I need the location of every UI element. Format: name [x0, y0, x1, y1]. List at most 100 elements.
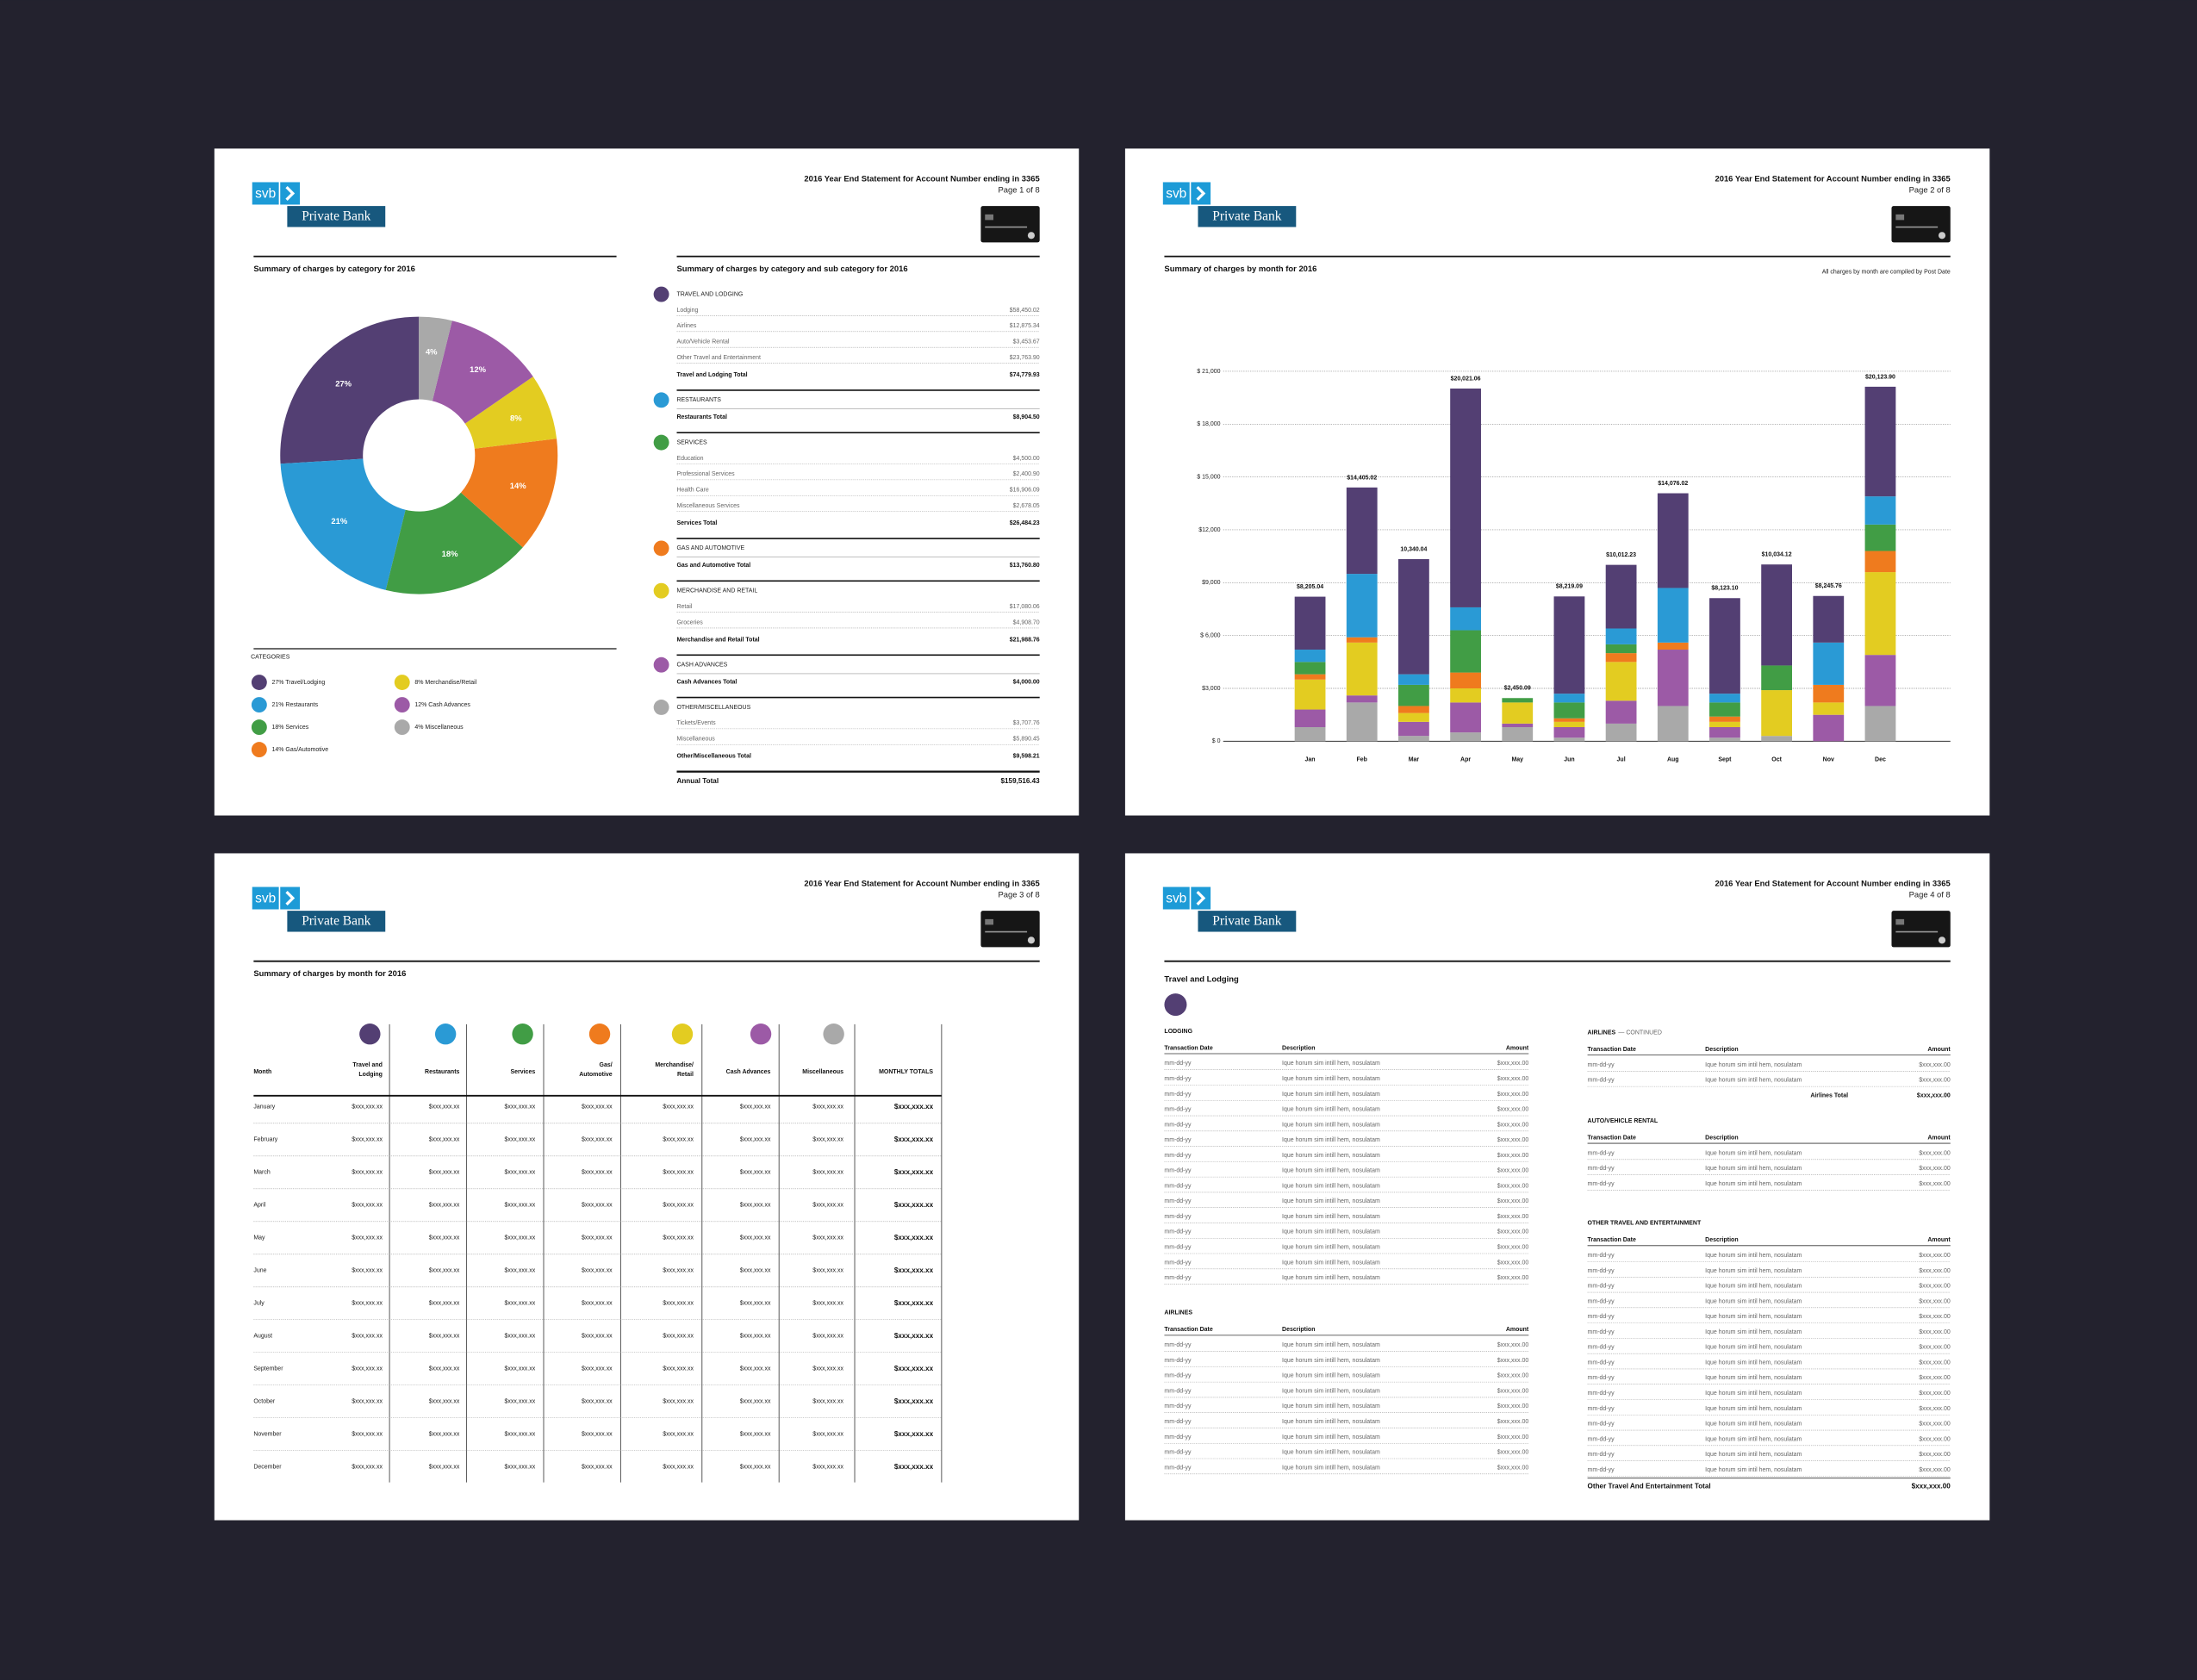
transaction-date: mm-dd-yy: [1588, 1406, 1615, 1412]
item-name: Tickets/Events: [676, 720, 716, 726]
item-amount: $3,707.76: [1013, 720, 1040, 726]
y-tick-label: $3,000: [1202, 686, 1220, 692]
transaction-date: mm-dd-yy: [1588, 1391, 1615, 1397]
transaction-amount: $xxx,xxx.00: [1919, 1150, 1951, 1156]
logo-arrow: [285, 186, 296, 201]
section-heading: AUTO/VEHICLE RENTAL: [1588, 1118, 1659, 1124]
transaction-description: Ique horum sim intil hem, nosulatam: [1705, 1078, 1802, 1084]
y-tick-label: $ 18,000: [1197, 421, 1220, 427]
x-tick-label: Jan: [1305, 756, 1316, 762]
transaction-description: Ique horum sim intil hem, nosulatam: [1705, 1181, 1802, 1187]
bar-total-label: $14,405.02: [1347, 475, 1377, 481]
group-name: GAS AND AUTOMOTIVE: [676, 545, 744, 551]
cell: $xxx,xxx.xx: [582, 1366, 613, 1372]
legend-title: CATEGORIES: [251, 655, 290, 661]
cell: $xxx,xxx.xx: [429, 1465, 460, 1471]
bar-segment: [1864, 572, 1896, 656]
donut-slice: [464, 376, 557, 449]
detail-title: Travel and Lodging: [1164, 974, 1239, 983]
column-header: Services: [510, 1069, 535, 1075]
card-image: [980, 206, 1040, 243]
section-total-amount: $xxx,xxx.00: [1912, 1483, 1951, 1490]
y-tick-label: $ 15,000: [1197, 474, 1220, 480]
column-header: Transaction Date: [1164, 1045, 1212, 1051]
bar-segment: [1294, 662, 1326, 675]
transaction-description: Ique horum sim intill hem, nosulatam: [1282, 1214, 1380, 1220]
logo-name: Private Bank: [302, 914, 370, 929]
bar-segment: [1346, 637, 1378, 643]
bar-total-label: 10,340.04: [1400, 546, 1427, 552]
legend-swatch: [394, 697, 410, 713]
page-sheet: [1124, 853, 1990, 1521]
transaction-description: Ique horum sim intill hem, nosulatam: [1282, 1183, 1380, 1189]
cell: $xxx,xxx.xx: [894, 1234, 934, 1241]
bar-segment: [1657, 642, 1689, 650]
item-name: Education: [676, 456, 703, 462]
section-note: — CONTINUED: [1618, 1030, 1661, 1036]
transaction-date: mm-dd-yy: [1588, 1166, 1615, 1172]
donut-slice: [385, 492, 523, 594]
bar-segment: [1553, 718, 1585, 722]
cell: $xxx,xxx.xx: [663, 1137, 694, 1143]
column-header: Description: [1705, 1237, 1738, 1243]
transaction-date: mm-dd-yy: [1164, 1168, 1192, 1174]
bar-segment: [1813, 714, 1845, 742]
bar-segment: [1813, 702, 1845, 715]
bar-total-label: $20,021.06: [1451, 376, 1481, 382]
transaction-amount: $xxx,xxx.00: [1497, 1076, 1529, 1082]
transaction-date: mm-dd-yy: [1164, 1229, 1192, 1235]
transaction-description: Ique horum sim intil hem, nosulatam: [1705, 1253, 1802, 1259]
statement-title: 2016 Year End Statement for Account Numb…: [804, 879, 1039, 888]
cell: $xxx,xxx.xx: [352, 1170, 383, 1176]
bar-segment: [1346, 574, 1378, 638]
transaction-amount: $xxx,xxx.00: [1919, 1062, 1951, 1068]
cell: $xxx,xxx.xx: [812, 1301, 843, 1307]
group-dot: [653, 392, 669, 408]
cell: $xxx,xxx.xx: [352, 1465, 383, 1471]
item-name: Other Travel and Entertainment: [676, 355, 761, 361]
transaction-amount: $xxx,xxx.00: [1497, 1137, 1529, 1143]
cell: $xxx,xxx.xx: [505, 1104, 536, 1111]
page: svb Private Bank 2016 Year End Statement f…: [214, 853, 1080, 1521]
cell: $xxx,xxx.xx: [582, 1334, 613, 1340]
bar-segment: [1709, 716, 1740, 722]
column-dot: [671, 1024, 694, 1045]
transaction-date: mm-dd-yy: [1164, 1122, 1192, 1128]
month-name: January: [253, 1104, 275, 1111]
group-dot: [653, 540, 669, 557]
x-tick-label: Jul: [1617, 756, 1626, 762]
group-total-amount: $26,484.23: [1010, 520, 1040, 526]
cell: $xxx,xxx.xx: [812, 1203, 843, 1209]
transaction-description: Ique horum sim intill hem, nosulatam: [1282, 1342, 1380, 1348]
bar-segment: [1450, 630, 1481, 673]
annual-total-amount: $159,516.43: [1001, 777, 1041, 785]
transaction-date: mm-dd-yy: [1164, 1183, 1192, 1189]
bar-segment: [1398, 558, 1429, 675]
cell: $xxx,xxx.xx: [505, 1203, 536, 1209]
bar-total-label: $8,205.04: [1297, 584, 1323, 590]
bar-segment: [1502, 702, 1534, 724]
transaction-description: Ique horum sim intil hem, nosulatam: [1705, 1284, 1802, 1290]
bar-segment: [1553, 694, 1585, 703]
logo-name-box: [1198, 911, 1297, 932]
logo-mark-box: [252, 182, 279, 205]
column-header: Transaction Date: [1588, 1237, 1636, 1243]
group-total-label: Merchandise and Retail Total: [676, 637, 759, 643]
bar-total-label: $8,219.09: [1556, 584, 1583, 590]
transaction-amount: $xxx,xxx.00: [1497, 1122, 1529, 1128]
transaction-date: mm-dd-yy: [1164, 1245, 1192, 1251]
cell: $xxx,xxx.xx: [352, 1137, 383, 1143]
cell: $xxx,xxx.xx: [812, 1137, 843, 1143]
column-dot: [434, 1024, 457, 1045]
bar-segment: [1761, 665, 1793, 691]
item-name: Groceries: [676, 619, 703, 625]
transaction-description: Ique horum sim intill hem, nosulatam: [1282, 1388, 1380, 1394]
transaction-description: Ique horum sim intil hem, nosulatam: [1705, 1422, 1802, 1428]
bar-segment: [1813, 595, 1845, 643]
legend-label: 8% Merchandise/Retail: [414, 680, 476, 686]
card-chip: [1895, 214, 1905, 221]
transaction-description: Ique horum sim intil hem, nosulatam: [1705, 1298, 1802, 1304]
chart-subtitle: All charges by month are compiled by Pos…: [1822, 269, 1951, 275]
cell: $xxx,xxx.xx: [663, 1104, 694, 1111]
transaction-description: Ique horum sim intill hem, nosulatam: [1282, 1092, 1380, 1098]
